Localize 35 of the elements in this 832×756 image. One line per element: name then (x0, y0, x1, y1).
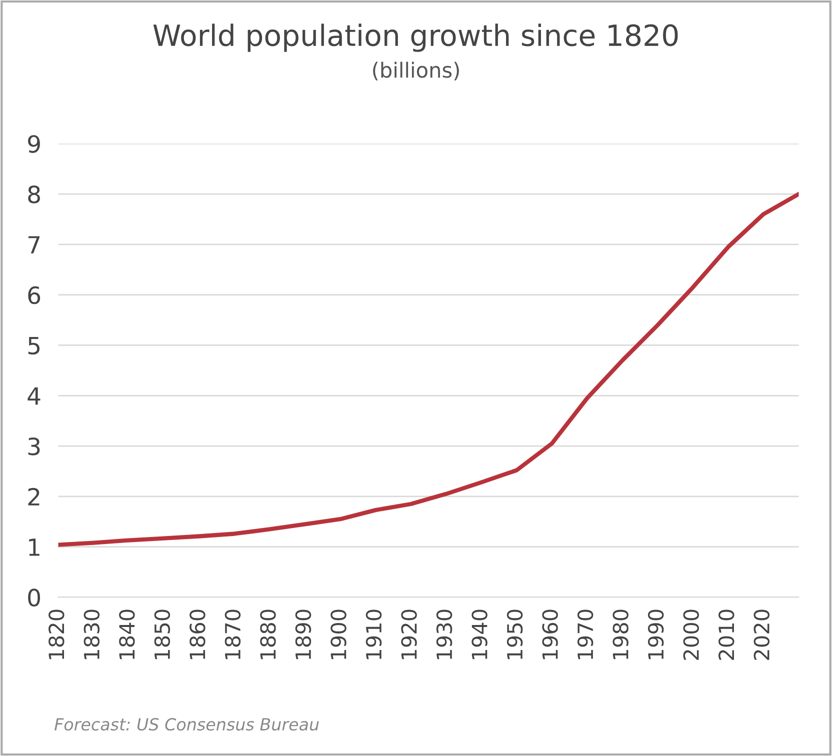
x-tick-label: 1980 (612, 610, 628, 660)
line-series (58, 192, 799, 547)
x-tick-label: 1920 (401, 610, 417, 660)
x-tick-label: 1900 (330, 610, 346, 660)
y-tick-label: 4 (28, 387, 40, 405)
x-tick-label: 2000 (683, 610, 699, 660)
chart-title: World population growth since 1820 (153, 24, 678, 52)
x-tick-label: 1860 (190, 610, 206, 660)
x-tick-label: 1930 (436, 610, 452, 660)
x-tick-label: 1970 (577, 610, 594, 660)
x-tick-label: 1910 (366, 610, 382, 660)
y-tick-label: 7 (28, 236, 40, 254)
x-tick-label: 1880 (260, 610, 276, 660)
x-tick-label: 1840 (119, 610, 135, 660)
y-tick-label: 6 (28, 286, 40, 304)
x-tick-label: 1960 (542, 610, 558, 660)
y-tick-label: 0 (28, 588, 40, 607)
x-tick-label: 1990 (648, 610, 664, 660)
y-tick-label: 3 (28, 437, 40, 456)
x-tick-label: 2010 (718, 610, 734, 660)
x-tick-label: 1940 (472, 610, 488, 660)
x-tick-label: 1830 (84, 610, 100, 660)
x-tick-label: 1870 (224, 610, 241, 660)
x-tick-label: 1950 (506, 610, 523, 660)
x-tick-label: 1820 (48, 610, 64, 660)
x-tick-label: 2020 (754, 610, 770, 660)
y-tick-label: 1 (29, 538, 40, 556)
x-tick-label: 1850 (154, 610, 170, 660)
y-tick-label: 2 (28, 488, 40, 506)
chart-subtitle: (billions) (373, 62, 459, 80)
y-tick-label: 9 (28, 135, 40, 153)
text: Forecast: US Consensus Bureau (54, 718, 319, 731)
y-tick-label: 8 (28, 185, 40, 204)
y-tick-label: 5 (28, 336, 40, 355)
x-tick-label: 1890 (295, 610, 312, 660)
